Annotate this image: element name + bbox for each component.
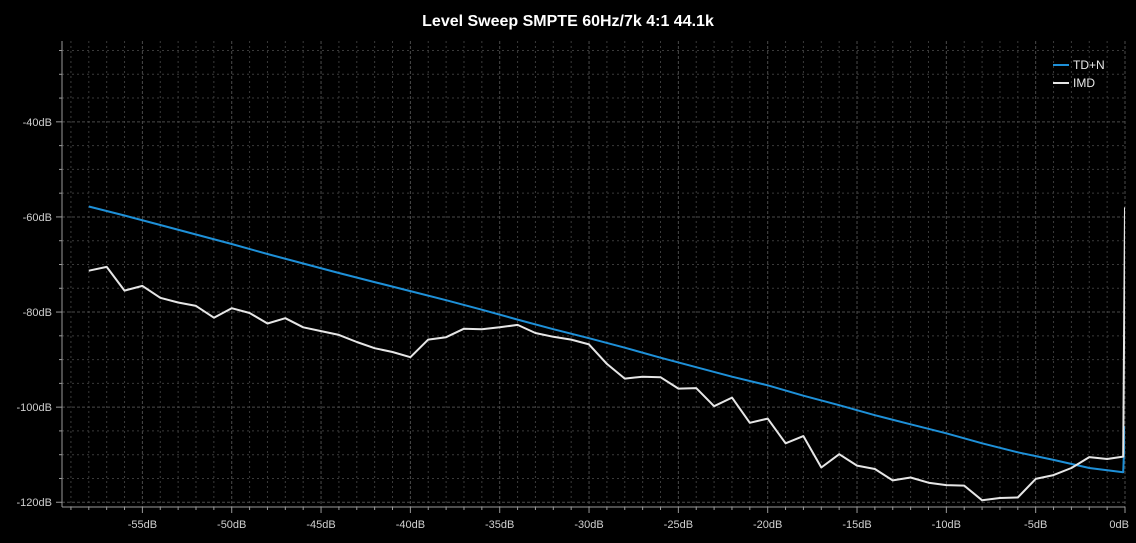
legend-label-imd: IMD <box>1073 76 1095 90</box>
tdn-series-line <box>88 205 1125 474</box>
x-tick-label: -35dB <box>485 519 514 531</box>
y-tick-label: -120dB <box>17 497 52 509</box>
x-tick-label: -30dB <box>574 519 603 531</box>
x-tick-label: -15dB <box>842 519 871 531</box>
y-tick-label: -80dB <box>23 307 52 319</box>
y-tick-label: -60dB <box>23 212 52 224</box>
x-tick-label: -55dB <box>128 519 157 531</box>
legend: TD+N IMD <box>1053 58 1105 90</box>
x-tick-label: -40dB <box>396 519 425 531</box>
x-tick-label: -45dB <box>306 519 335 531</box>
x-tick-label: -50dB <box>217 519 246 531</box>
series-lines <box>88 205 1125 502</box>
y-tick-label: -40dB <box>23 117 52 129</box>
grid-lines <box>62 41 1126 507</box>
x-tick-label: -20dB <box>753 519 782 531</box>
x-tick-label: -10dB <box>932 519 961 531</box>
x-tick-label: -5dB <box>1024 519 1047 531</box>
y-tick-label: -100dB <box>17 402 52 414</box>
imd-series-line <box>88 207 1125 502</box>
chart-title: Level Sweep SMPTE 60Hz/7k 4:1 44.1k <box>422 13 714 30</box>
x-tick-label: -25dB <box>664 519 693 531</box>
x-tick-label: 0dB <box>1109 519 1129 531</box>
axes: -55dB -50dB -45dB -40dB -35dB -30dB -25dB -20dB… <box>17 41 1129 531</box>
legend-label-tdn: TD+N <box>1073 58 1105 72</box>
